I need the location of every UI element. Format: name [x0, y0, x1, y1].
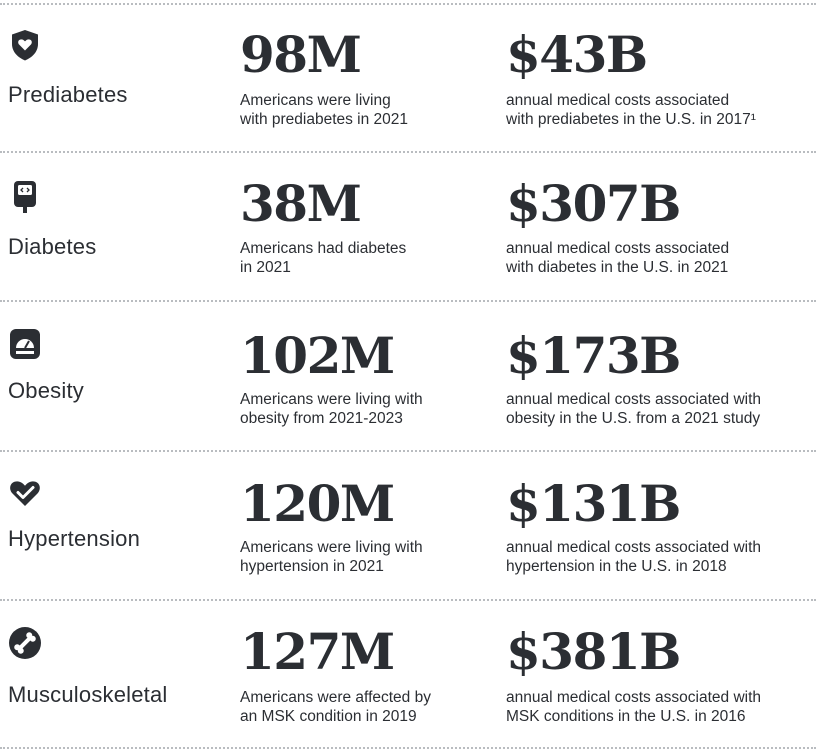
stat-row-obesity: Obesity 102M Americans were living with …	[0, 300, 816, 448]
condition-name: Diabetes	[8, 234, 97, 259]
scale-icon	[8, 327, 42, 361]
row-divider	[0, 3, 816, 5]
glucose-meter-icon	[8, 180, 42, 214]
description-line: with prediabetes in the U.S. in 2017¹	[506, 111, 756, 128]
stat-row-prediabetes: Prediabetes 98M Americans were living wi…	[0, 0, 816, 148]
condition-name: Prediabetes	[8, 82, 128, 107]
description-line: annual medical costs associated with	[506, 689, 762, 706]
row-divider	[0, 747, 816, 749]
population-description: Americans were living with prediabetes i…	[240, 91, 408, 129]
description-line: hypertension in 2021	[240, 558, 384, 575]
cost-description: annual medical costs associated with dia…	[506, 239, 729, 277]
stat-row-hypertension: Hypertension 120M Americans were living …	[0, 450, 816, 598]
description-line: obesity in the U.S. from a 2021 study	[506, 410, 761, 427]
description-line: Americans had diabetes	[240, 240, 407, 257]
description-line: hypertension in the U.S. in 2018	[506, 558, 727, 575]
row-divider	[0, 300, 816, 302]
description-line: with diabetes in the U.S. in 2021	[506, 259, 729, 276]
population-value: 102M	[240, 326, 395, 385]
condition-name: Hypertension	[8, 526, 141, 551]
row-divider	[0, 450, 816, 452]
cost-value: $381B	[506, 622, 681, 681]
heart-check-icon	[8, 476, 42, 510]
description-line: annual medical costs associated	[506, 240, 730, 257]
population-value: 120M	[240, 474, 395, 533]
cost-value: $173B	[506, 326, 681, 385]
population-value: 38M	[240, 174, 362, 233]
population-description: Americans were living with obesity from …	[240, 390, 423, 428]
description-line: Americans were living with	[240, 391, 423, 408]
population-description: Americans had diabetes in 2021	[240, 239, 406, 277]
shield-heart-icon	[8, 28, 42, 62]
row-divider	[0, 599, 816, 601]
population-description: Americans were affected by an MSK condit…	[240, 688, 431, 726]
description-line: an MSK condition in 2019	[240, 708, 417, 725]
cost-description: annual medical costs associated with hyp…	[506, 538, 761, 576]
stat-row-musculoskeletal: Musculoskeletal 127M Americans were affe…	[0, 600, 816, 748]
cost-description: annual medical costs associated with MSK…	[506, 688, 761, 726]
description-line: obesity from 2021-2023	[240, 410, 403, 427]
description-line: MSK conditions in the U.S. in 2016	[506, 708, 746, 725]
condition-name: Musculoskeletal	[8, 682, 168, 707]
stat-row-diabetes: Diabetes 38M Americans had diabetes in 2…	[0, 150, 816, 298]
cost-description: annual medical costs associated with pre…	[506, 91, 756, 129]
cost-value: $307B	[506, 174, 681, 233]
description-line: annual medical costs associated	[506, 92, 730, 109]
population-description: Americans were living with hypertension …	[240, 538, 423, 576]
description-line: annual medical costs associated with	[506, 391, 762, 408]
condition-name: Obesity	[8, 378, 84, 403]
cost-value: $43B	[506, 25, 648, 84]
description-line: annual medical costs associated with	[506, 539, 762, 556]
cost-description: annual medical costs associated with obe…	[506, 390, 761, 428]
description-line: in 2021	[240, 259, 291, 276]
description-line: Americans were living	[240, 92, 391, 109]
description-line: with prediabetes in 2021	[240, 111, 409, 128]
row-divider	[0, 151, 816, 153]
description-line: Americans were affected by	[240, 689, 431, 706]
bone-icon	[8, 626, 42, 660]
cost-value: $131B	[506, 474, 681, 533]
population-value: 127M	[240, 622, 395, 681]
description-line: Americans were living with	[240, 539, 423, 556]
population-value: 98M	[240, 25, 362, 84]
